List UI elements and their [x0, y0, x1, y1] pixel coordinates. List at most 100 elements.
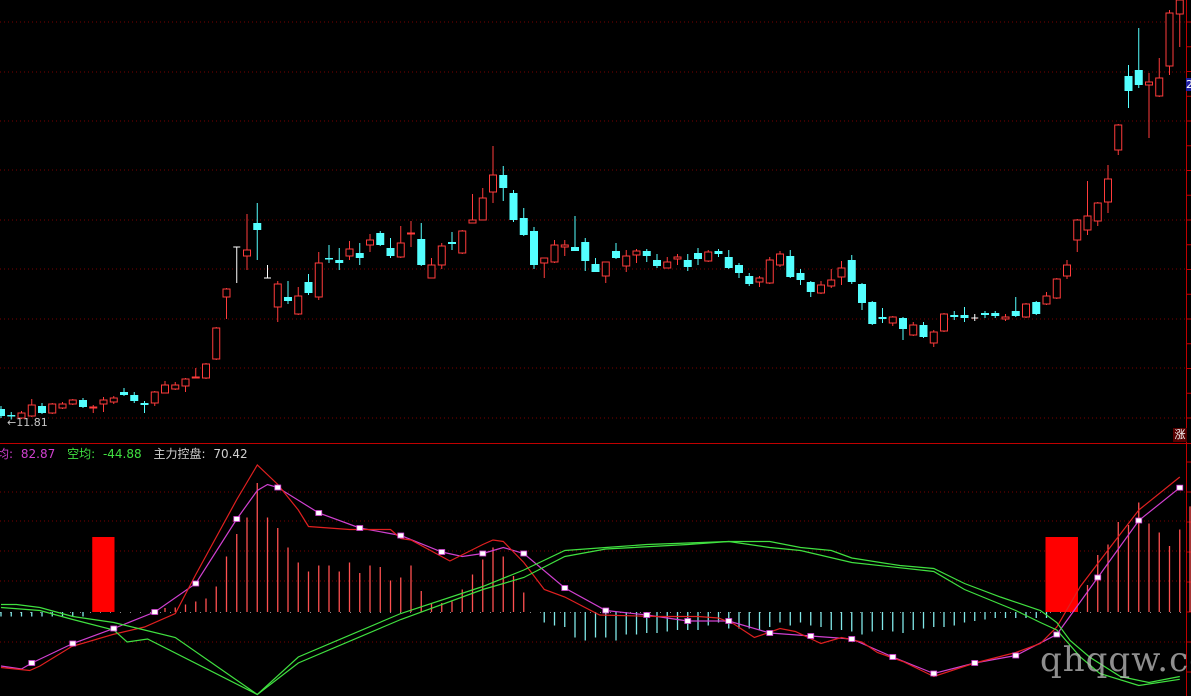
- avg-line-marker: [28, 660, 36, 666]
- candle-body: [509, 193, 518, 220]
- avg-line-marker: [479, 550, 487, 557]
- candle-body: [99, 399, 108, 405]
- candle-body: [827, 279, 836, 287]
- candle-body: [560, 244, 569, 248]
- candle-body: [1063, 264, 1071, 277]
- indicator-line-green_a: [1, 540, 1180, 696]
- avg-line-marker: [110, 625, 118, 632]
- candle-body: [878, 317, 887, 319]
- candle-body: [899, 318, 907, 329]
- candle-body: [407, 232, 415, 235]
- candle-body: [161, 384, 169, 394]
- avg-line-marker: [520, 550, 528, 557]
- legend-main-control-label: 主力控盘:: [153, 447, 206, 461]
- candle-body: [345, 248, 354, 257]
- candle-body: [806, 282, 815, 292]
- candle-body: [714, 251, 723, 254]
- avg-line-marker: [1094, 574, 1102, 581]
- candle-body: [796, 273, 805, 280]
- candle-body: [888, 316, 897, 324]
- candle-body: [68, 399, 77, 405]
- candle-body: [284, 297, 292, 301]
- avg-line-marker: [889, 654, 897, 660]
- legend-short-avg: 空均: -44.88: [67, 447, 146, 461]
- avg-line-marker: [971, 660, 979, 666]
- candle-body: [181, 378, 190, 387]
- candle-body: [632, 250, 641, 256]
- candle-body: [27, 404, 36, 417]
- candle-body: [48, 403, 57, 414]
- candle-body: [171, 384, 180, 390]
- candle-body: [1032, 302, 1041, 314]
- candle-body: [417, 239, 426, 265]
- avg-line-marker: [684, 618, 692, 624]
- avg-line-marker: [192, 580, 200, 587]
- candle-body: [468, 219, 477, 224]
- avg-line-marker: [233, 516, 241, 522]
- legend-short-avg-value: -44.88: [102, 447, 142, 461]
- candle-body: [427, 264, 436, 279]
- candle-body: [1114, 124, 1123, 151]
- indicator-legend: 均: 82.87 空均: -44.88 主力控盘: 70.42: [0, 445, 256, 462]
- indicator-line-green_b: [0, 540, 1180, 696]
- candle-body: [1104, 178, 1112, 203]
- legend-main-control-value: 70.42: [213, 447, 248, 461]
- candle-body: [1145, 81, 1153, 86]
- candle-body: [396, 242, 405, 258]
- candle-body: [591, 264, 600, 272]
- candle-body: [745, 276, 754, 284]
- legend-main-control: 主力控盘: 70.42: [153, 447, 251, 461]
- candle-body: [755, 277, 764, 283]
- avg-line-marker: [643, 612, 651, 618]
- candle-body: [724, 257, 733, 268]
- candle-body: [1052, 278, 1061, 299]
- candle-body: [1083, 215, 1092, 231]
- candle-body: [191, 376, 200, 379]
- candle-body: [140, 403, 149, 405]
- candle-body: [478, 197, 487, 221]
- candle-body: [1001, 316, 1010, 320]
- candle-body: [940, 313, 948, 332]
- candle-body: [38, 406, 46, 413]
- avg-line-marker: [1053, 631, 1061, 638]
- candle-body: [550, 244, 559, 263]
- candle-body: [222, 288, 231, 298]
- candle-body: [335, 260, 344, 263]
- candle-body: [1093, 202, 1102, 222]
- avg-line-marker: [274, 484, 282, 491]
- candle-body: [540, 257, 549, 264]
- candle-body: [929, 331, 938, 344]
- legend-avg: 均: 82.87: [0, 447, 59, 461]
- candle-body: [642, 251, 651, 256]
- candle-body: [1011, 311, 1020, 316]
- price-axis-tag: 2: [1186, 78, 1191, 91]
- candle-body: [366, 239, 374, 246]
- candle-body: [109, 397, 118, 403]
- candle-body: [612, 251, 620, 258]
- candle-body: [519, 218, 528, 235]
- candle-body: [981, 313, 989, 315]
- avg-line-marker: [397, 532, 405, 539]
- candle-body: [376, 233, 385, 245]
- candle-body: [314, 262, 323, 298]
- candle-body: [683, 260, 692, 267]
- candle-body: [858, 284, 866, 303]
- low-price-value: 11.81: [16, 416, 48, 429]
- rise-icon[interactable]: 涨: [1173, 428, 1187, 442]
- avg-line-marker: [315, 510, 323, 516]
- candle-body: [622, 255, 631, 267]
- candle-body: [355, 253, 364, 258]
- candle-body: [1042, 295, 1051, 305]
- avg-line-marker: [69, 640, 77, 647]
- candle-body: [304, 282, 313, 293]
- candle-body: [150, 391, 159, 404]
- avg-line-marker: [930, 670, 938, 677]
- candle-body: [1155, 77, 1164, 97]
- avg-line-marker: [151, 609, 159, 615]
- candle-body: [786, 256, 795, 277]
- arrow-left-icon: ←: [7, 416, 17, 429]
- candle-body: [273, 283, 282, 308]
- candle-body: [212, 327, 221, 360]
- avg-line-marker: [438, 549, 446, 555]
